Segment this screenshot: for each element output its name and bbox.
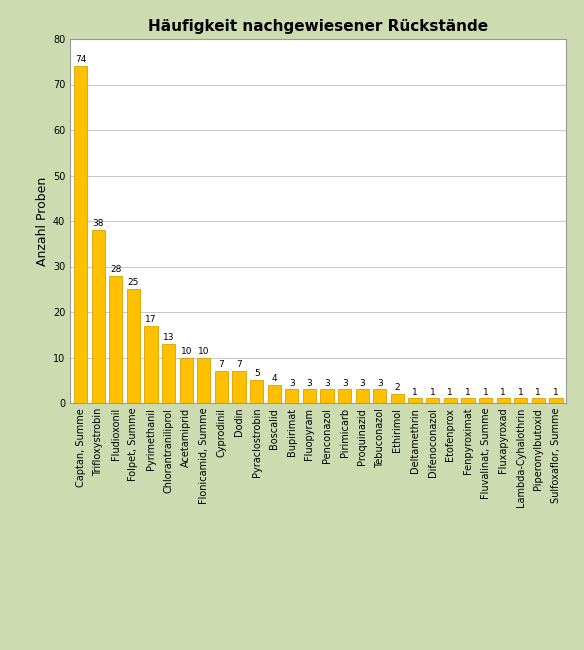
Bar [338,389,352,403]
Title: Häufigkeit nachgewiesener Rückstände: Häufigkeit nachgewiesener Rückstände [148,19,488,34]
Text: 13: 13 [163,333,175,342]
Text: 1: 1 [412,387,418,396]
Bar [197,358,210,403]
Text: 1: 1 [430,387,436,396]
Bar [496,398,510,403]
Text: 3: 3 [324,378,330,387]
Text: 1: 1 [465,387,471,396]
Text: 1: 1 [447,387,453,396]
Text: 2: 2 [395,383,400,392]
Text: 4: 4 [272,374,277,383]
Text: 3: 3 [307,378,312,387]
Bar [232,371,246,403]
Text: 25: 25 [128,278,139,287]
Text: 10: 10 [198,346,210,356]
Text: 28: 28 [110,265,121,274]
Text: 5: 5 [254,369,259,378]
Text: 74: 74 [75,55,86,64]
Text: 1: 1 [518,387,524,396]
Bar [180,358,193,403]
Bar [321,389,333,403]
Text: 7: 7 [218,360,224,369]
Bar [514,398,527,403]
Text: 7: 7 [236,360,242,369]
Text: 1: 1 [553,387,559,396]
Bar [373,389,387,403]
Bar [408,398,422,403]
Bar [144,326,158,403]
Bar [285,389,298,403]
Bar [391,394,404,403]
Text: 3: 3 [359,378,365,387]
Text: 3: 3 [377,378,383,387]
Bar [461,398,475,403]
Text: 17: 17 [145,315,157,324]
Text: 3: 3 [289,378,295,387]
Text: 10: 10 [180,346,192,356]
Bar [444,398,457,403]
Bar [303,389,316,403]
Bar [479,398,492,403]
Y-axis label: Anzahl Proben: Anzahl Proben [36,176,48,266]
Bar [162,344,175,403]
Bar [127,289,140,403]
Bar [426,398,439,403]
Text: 1: 1 [536,387,541,396]
Text: 38: 38 [92,219,104,228]
Bar [92,230,105,403]
Text: 1: 1 [500,387,506,396]
Bar [250,380,263,403]
Bar [267,385,281,403]
Bar [109,276,123,403]
Bar [531,398,545,403]
Text: 1: 1 [482,387,488,396]
Text: 3: 3 [342,378,347,387]
Bar [356,389,369,403]
Bar [215,371,228,403]
Bar [550,398,562,403]
Bar [74,66,87,403]
